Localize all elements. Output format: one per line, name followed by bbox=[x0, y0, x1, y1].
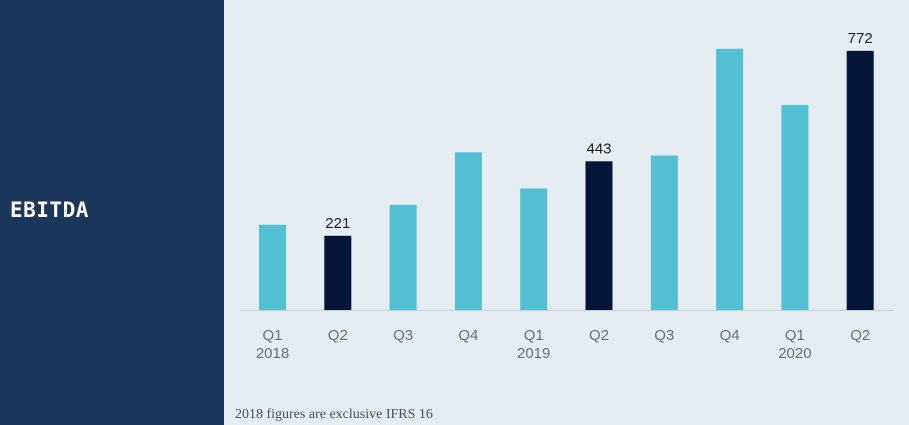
x-tick-label: Q1 bbox=[785, 327, 805, 344]
bar-q3-2019 bbox=[650, 155, 678, 310]
x-tick-year-label: 2018 bbox=[256, 345, 289, 362]
x-tick-label: Q4 bbox=[720, 327, 740, 344]
side-panel: EBITDA bbox=[0, 0, 224, 425]
x-tick-label: Q2 bbox=[328, 327, 348, 344]
bar-q2-2018 bbox=[324, 235, 352, 310]
x-tick-label: Q2 bbox=[589, 327, 609, 344]
footnote: 2018 figures are exclusive IFRS 16 bbox=[235, 407, 433, 422]
bar-q2-2019 bbox=[585, 161, 613, 310]
bar-q1-2019 bbox=[520, 188, 548, 310]
bar-q4-2018 bbox=[454, 152, 482, 310]
x-tick-label: Q2 bbox=[850, 327, 870, 344]
data-label: 443 bbox=[586, 140, 611, 157]
chart-title: EBITDA bbox=[10, 198, 89, 222]
x-tick-label: Q3 bbox=[654, 327, 674, 344]
x-tick-label: Q3 bbox=[393, 327, 413, 344]
bar-q1-2018 bbox=[259, 224, 286, 310]
chart-area: Q1 2018 221 Q2 Q3 Q4 Q1 2019 443 Q2 Q3 Q4 Q1 2020 772 Q… bbox=[224, 0, 909, 425]
bar-q4-2019 bbox=[716, 48, 744, 311]
bar-q2-2020 bbox=[846, 50, 874, 310]
data-label: 221 bbox=[325, 215, 350, 232]
x-tick-label: Q1 bbox=[524, 327, 544, 344]
data-label: 772 bbox=[848, 30, 873, 47]
x-tick-year-label: 2020 bbox=[778, 345, 811, 362]
bar-q1-2020 bbox=[781, 104, 809, 310]
bar-q3-2018 bbox=[389, 204, 417, 310]
x-tick-year-label: 2019 bbox=[517, 345, 550, 362]
x-tick-label: Q4 bbox=[458, 327, 478, 344]
x-tick-label: Q1 bbox=[262, 327, 282, 344]
